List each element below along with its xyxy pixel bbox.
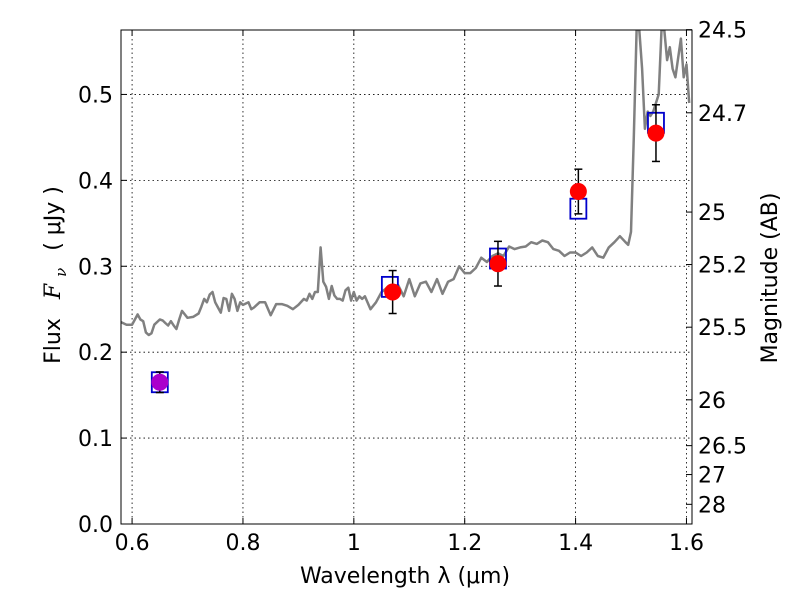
x-tick-label: 1.4	[558, 531, 593, 556]
spectrum-line	[121, 30, 691, 337]
y-tick-label: 0.1	[78, 427, 113, 452]
x-tick-label: 1.6	[669, 531, 704, 556]
magnitude-tick-label: 24.7	[698, 102, 747, 127]
magnitude-tick-label: 26	[698, 389, 726, 414]
y-tick-label: 0.2	[78, 341, 113, 366]
magnitude-tick-label: 27	[698, 464, 726, 489]
y-axis-label-units: ( μJy )	[41, 186, 66, 251]
spectrum-series	[121, 30, 691, 337]
magnitude-tick-label: 26.5	[698, 435, 747, 460]
magnitude-tick-label: 25.2	[698, 254, 747, 279]
observed-flux-point	[151, 373, 169, 391]
magnitude-tick-label: 28	[698, 493, 726, 518]
grid	[121, 30, 692, 524]
observed-flux-point	[489, 255, 507, 273]
magnitude-tick-label: 25	[698, 201, 726, 226]
observed-flux-point	[569, 183, 587, 201]
x-tick-label: 1	[347, 531, 361, 556]
svg-text:Flux F ν ( μ: Flux F ν ( μJy )	[41, 186, 72, 364]
plot-frame	[120, 29, 693, 525]
y-axis-label-text: Flux	[41, 318, 66, 364]
y-axis-label-symbol: F	[41, 283, 66, 300]
x-tick-label: 0.8	[225, 531, 260, 556]
y-tick-label: 0.4	[78, 169, 113, 194]
observed-flux-point	[647, 124, 665, 142]
magnitude-tick-label: 24.5	[698, 19, 747, 44]
data-points	[150, 103, 665, 394]
x-tick-label: 1.2	[447, 531, 482, 556]
y-axis-label: Flux F ν ( μJy )	[41, 186, 72, 364]
x-axis-label: Wavelength λ (μm)	[300, 564, 510, 589]
observed-flux-point	[384, 283, 402, 301]
y-tick-label: 0.5	[78, 83, 113, 108]
y-tick-label: 0.0	[78, 513, 113, 538]
magnitude-tick-label: 25.5	[698, 316, 747, 341]
axis-ticks: 0.6 0.8 1 1.2 1.4 1.6 0.0 0.1 0.2 0.3 0.4 0.5 24.5 24…	[78, 19, 747, 556]
x-tick-label: 0.6	[115, 531, 150, 556]
y-axis-label-subscript: ν	[52, 268, 70, 277]
y-tick-label: 0.3	[78, 255, 113, 280]
magnitude-axis-label: Magnitude (AB)	[758, 193, 783, 364]
